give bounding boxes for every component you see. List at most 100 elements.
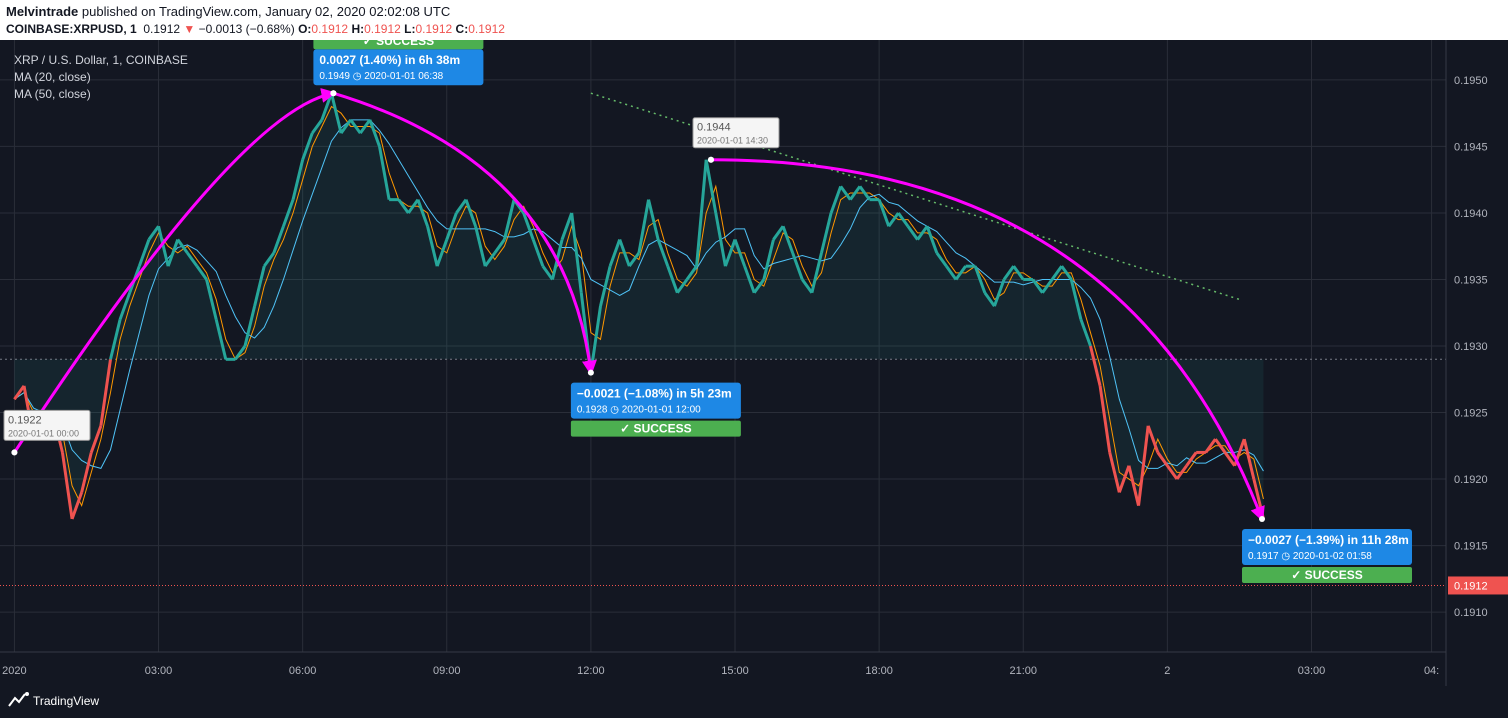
price-segment bbox=[147, 225, 160, 241]
point-value-label: 0.1944 bbox=[697, 122, 731, 134]
published-info: published on TradingView.com, January 02… bbox=[81, 4, 451, 19]
success-label: ✓ SUCCESS bbox=[363, 40, 434, 48]
price-fill bbox=[14, 93, 1264, 519]
price-segment bbox=[973, 265, 987, 294]
price-segment bbox=[877, 199, 891, 227]
price-segment bbox=[560, 212, 574, 241]
point-marker bbox=[11, 449, 18, 456]
price-segment bbox=[166, 239, 180, 267]
price-segment bbox=[676, 278, 689, 294]
chart-header: Melvintrade published on TradingView.com… bbox=[0, 0, 1508, 40]
annotation-labels: 0.0027 (1.40%) in 6h 38m 0.1949 ◷ 2020-01… bbox=[3, 40, 1413, 583]
price-segment bbox=[1137, 425, 1150, 506]
price-segment bbox=[647, 199, 660, 240]
point-label-box bbox=[3, 409, 91, 441]
time-tick-label: 18:00 bbox=[865, 665, 893, 677]
price-segment bbox=[781, 225, 795, 254]
symbol-label: COINBASE:XRPUSD, 1 bbox=[6, 22, 137, 36]
legend-ma20[interactable]: MA (20, close) bbox=[14, 70, 91, 84]
price-segment bbox=[118, 292, 132, 320]
legend-ma50[interactable]: MA (50, close) bbox=[14, 87, 91, 101]
price-segment bbox=[349, 118, 362, 135]
price-segment bbox=[993, 278, 1006, 307]
price-segment bbox=[858, 185, 871, 201]
price-tick-label: 0.1910 bbox=[1454, 607, 1488, 619]
price-segment bbox=[243, 305, 257, 347]
price-tick-label: 0.1950 bbox=[1454, 75, 1488, 87]
price-segment bbox=[253, 265, 266, 307]
point-label-box bbox=[692, 117, 780, 149]
annotation-end-point bbox=[1259, 515, 1266, 522]
price-segment bbox=[368, 119, 381, 147]
price-segment bbox=[772, 225, 785, 241]
last-price: 0.1912 bbox=[143, 22, 181, 36]
price-segment bbox=[666, 265, 679, 294]
price-segment bbox=[186, 251, 199, 268]
time-tick-label: 21:00 bbox=[1009, 665, 1037, 677]
price-segment bbox=[1127, 465, 1141, 507]
price-segment bbox=[753, 278, 766, 294]
annotation-detail-label: 0.1928 ◷ 2020-01-01 12:00 bbox=[577, 405, 701, 416]
price-segment bbox=[849, 185, 862, 201]
price-segment bbox=[416, 199, 429, 227]
price-tick-label: 0.1920 bbox=[1454, 474, 1488, 486]
price-segment bbox=[714, 212, 727, 267]
price-segment bbox=[1079, 318, 1092, 347]
price-segment bbox=[426, 225, 439, 267]
time-tick-label: 04: bbox=[1424, 665, 1439, 677]
brand-label[interactable]: TradingView bbox=[33, 694, 100, 708]
price-segment bbox=[109, 319, 122, 360]
price-segment bbox=[1214, 438, 1227, 454]
time-tick-label: 06:00 bbox=[289, 665, 317, 677]
price-segment bbox=[733, 239, 747, 267]
point-value-label: 0.1922 bbox=[8, 414, 42, 426]
price-tick-label: 0.1945 bbox=[1454, 141, 1488, 153]
price-tick-label: 0.1930 bbox=[1454, 341, 1488, 353]
price-segment bbox=[522, 212, 535, 241]
price-segment bbox=[70, 491, 84, 520]
price-segment bbox=[916, 225, 929, 241]
price-segment bbox=[493, 238, 506, 254]
price-segment bbox=[214, 319, 228, 360]
price-tick-label: 0.1940 bbox=[1454, 208, 1488, 220]
price-segment bbox=[685, 265, 698, 281]
price-segment bbox=[282, 199, 295, 227]
author-name[interactable]: Melvintrade bbox=[6, 4, 79, 19]
price-segment bbox=[99, 359, 112, 427]
annotation-curve bbox=[332, 91, 597, 376]
price-segment bbox=[378, 146, 391, 200]
price-segment bbox=[455, 198, 468, 214]
time-tick-label: 03:00 bbox=[145, 665, 173, 677]
price-segment bbox=[1156, 451, 1169, 467]
success-badge bbox=[1242, 566, 1413, 583]
price-segment bbox=[801, 278, 814, 294]
price-segment bbox=[618, 239, 631, 267]
moving-averages bbox=[14, 105, 1264, 508]
price-segment bbox=[704, 159, 718, 214]
price-segment bbox=[1242, 438, 1256, 480]
tradingview-logo-icon[interactable] bbox=[8, 692, 30, 708]
price-chart[interactable]: 0.1910 0.1915 0.1920 0.1925 0.1930 0.1935 0.19… bbox=[0, 40, 1508, 686]
time-tick-label: 03:00 bbox=[1298, 665, 1326, 677]
price-segment bbox=[608, 239, 622, 267]
footer: TradingView bbox=[0, 686, 1508, 718]
annotation-callout bbox=[570, 382, 741, 419]
annotation-change-label: 0.0027 (1.40%) in 6h 38m bbox=[319, 53, 460, 67]
chart-legend: XRP / U.S. Dollar, 1, COINBASE MA (20, c… bbox=[14, 53, 188, 101]
annotation-callout bbox=[313, 49, 484, 86]
price-segment bbox=[1117, 465, 1131, 493]
annotation-detail-label: 0.1949 ◷ 2020-01-01 06:38 bbox=[319, 71, 443, 82]
price-segment bbox=[791, 252, 804, 280]
success-label: ✓ SUCCESS bbox=[620, 422, 691, 436]
price-segment bbox=[945, 265, 958, 281]
open-label: O: bbox=[298, 22, 312, 36]
annotation-change-label: −0.0021 (−1.08%) in 5h 23m bbox=[577, 387, 732, 401]
price-segment bbox=[656, 239, 670, 267]
close-label: C: bbox=[455, 22, 469, 36]
point-time-label: 2020-01-01 00:00 bbox=[8, 428, 79, 438]
close-value: 0.1912 bbox=[468, 22, 505, 36]
success-badge bbox=[570, 420, 741, 437]
low-value: 0.1912 bbox=[415, 22, 453, 36]
price-segment bbox=[1108, 452, 1121, 493]
down-arrow-icon: ▼ bbox=[183, 22, 196, 36]
